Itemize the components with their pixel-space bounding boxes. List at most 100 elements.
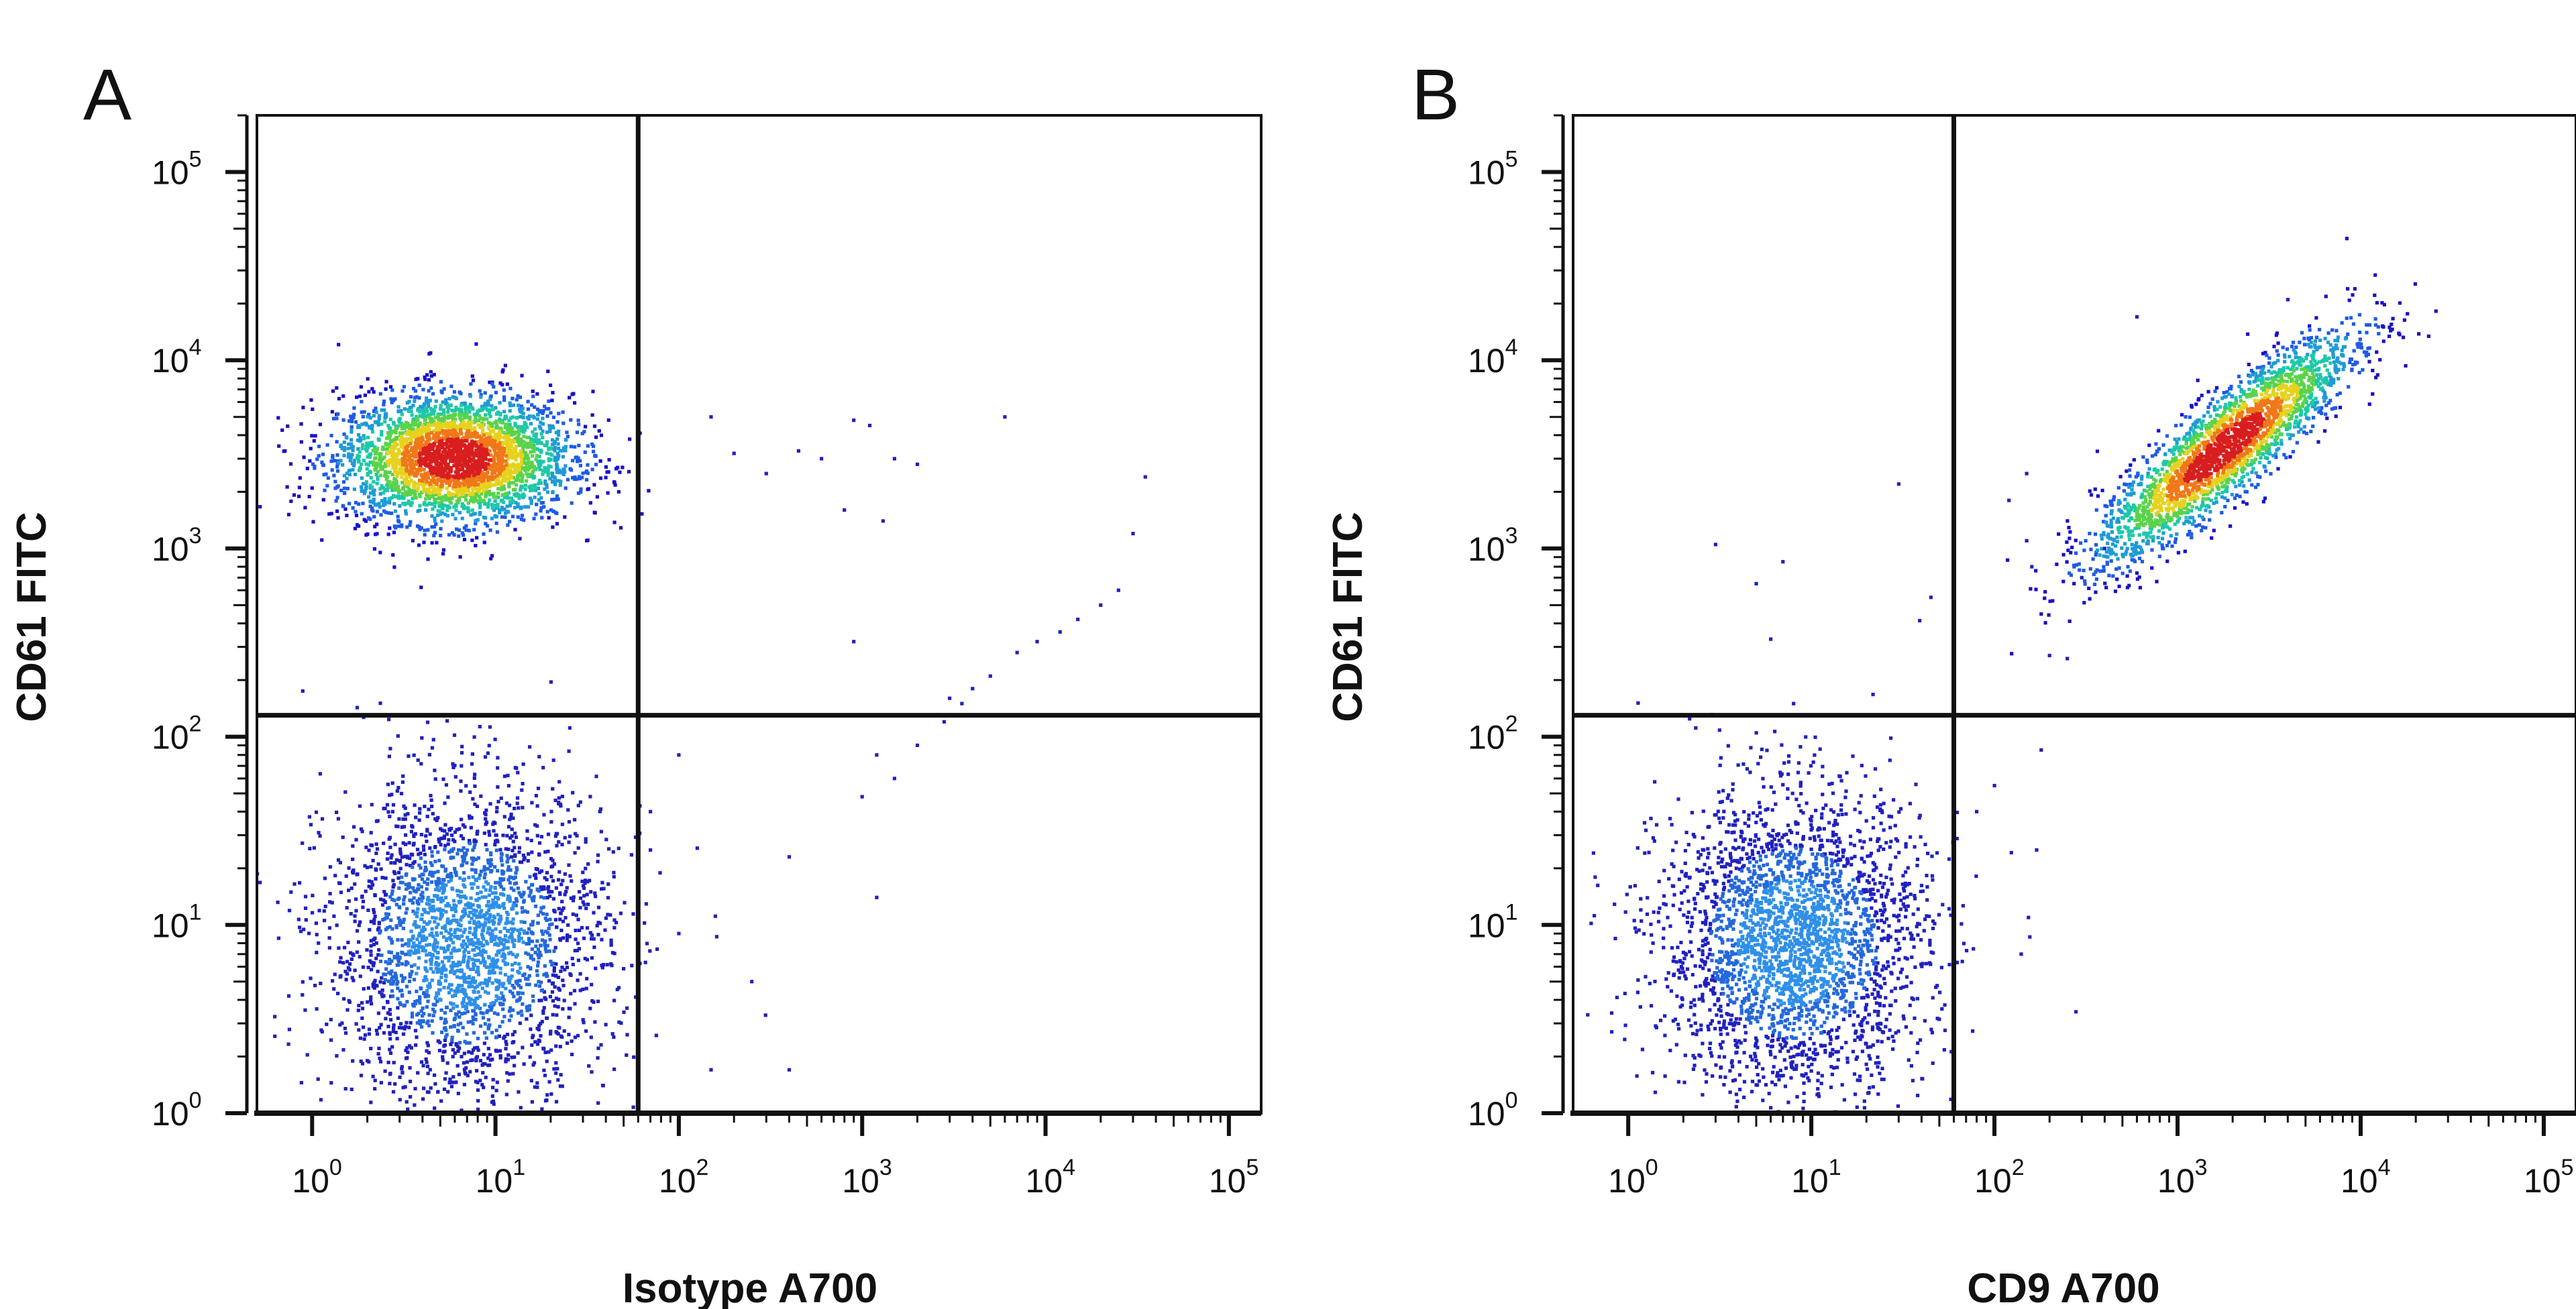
event-dot <box>500 852 504 856</box>
event-dot <box>323 905 327 909</box>
event-dot <box>352 406 356 410</box>
event-dot <box>450 453 454 457</box>
event-dot <box>542 1006 546 1010</box>
event-dot <box>544 407 549 411</box>
event-dot <box>337 343 341 347</box>
event-dot <box>648 949 652 953</box>
event-dot <box>494 453 498 457</box>
event-dot <box>547 1050 551 1054</box>
event-dot <box>609 938 613 942</box>
event-dot <box>530 801 534 805</box>
event-dot <box>563 893 567 897</box>
event-dot <box>485 474 489 478</box>
event-dot <box>403 813 407 817</box>
event-dot <box>418 508 422 512</box>
event-dot <box>474 1080 478 1084</box>
event-dot <box>557 429 561 433</box>
event-dot <box>396 937 400 942</box>
event-dot <box>415 469 419 473</box>
event-dot <box>384 893 388 897</box>
event-dot <box>546 832 551 836</box>
event-dot <box>414 420 418 424</box>
event-dot <box>382 890 386 894</box>
event-dot <box>405 887 409 891</box>
event-dot <box>370 803 374 807</box>
event-dot <box>419 526 423 530</box>
event-dot <box>540 1019 544 1024</box>
event-dot <box>421 443 425 447</box>
event-dot <box>355 456 359 460</box>
event-dot <box>386 1025 390 1029</box>
event-dot <box>425 887 429 891</box>
event-dot <box>389 937 393 942</box>
event-dot <box>441 506 445 510</box>
event-dot <box>453 763 457 768</box>
event-dot <box>367 848 371 852</box>
event-dot <box>547 979 551 983</box>
event-dot <box>468 435 472 439</box>
event-dot <box>545 510 549 514</box>
event-dot <box>471 441 475 445</box>
event-dot <box>510 855 514 859</box>
event-dot <box>419 404 423 408</box>
event-dot <box>519 451 523 455</box>
event-dot <box>494 1028 498 1033</box>
event-dot <box>297 486 301 490</box>
event-dot <box>480 404 484 408</box>
event-dot <box>357 1003 361 1008</box>
event-dot <box>354 897 358 901</box>
event-dot <box>400 962 404 966</box>
event-dot <box>540 929 544 933</box>
event-dot <box>343 970 347 974</box>
event-dot <box>464 853 468 857</box>
event-dot <box>584 477 589 481</box>
event-dot <box>476 409 480 413</box>
event-dot <box>583 450 587 454</box>
event-dot <box>513 846 517 850</box>
event-dot <box>455 527 459 531</box>
event-dot <box>525 982 529 986</box>
event-dot <box>412 889 417 893</box>
event-dot <box>555 420 559 424</box>
event-dot <box>443 494 447 498</box>
event-dot <box>342 997 346 1001</box>
event-dot <box>537 956 541 960</box>
event-dot <box>409 467 413 471</box>
event-dot <box>535 447 539 451</box>
event-dot <box>549 865 553 869</box>
event-dot <box>431 487 435 491</box>
event-dot <box>576 846 580 850</box>
event-dot <box>288 462 293 466</box>
event-dot <box>448 439 453 444</box>
event-dot <box>392 883 396 887</box>
event-dot <box>352 415 356 419</box>
event-dot <box>464 1066 468 1070</box>
event-dot <box>374 851 378 856</box>
event-dot <box>455 486 460 490</box>
event-dot <box>371 443 375 447</box>
event-dot <box>500 488 504 492</box>
event-dot <box>498 848 502 852</box>
event-dot <box>465 415 469 419</box>
event-dot <box>400 1065 404 1069</box>
event-dot <box>439 463 443 467</box>
event-dot <box>434 487 438 491</box>
event-dot <box>392 422 396 426</box>
event-dot <box>534 867 538 871</box>
event-dot <box>508 453 513 457</box>
event-dot <box>586 488 590 492</box>
event-dot <box>377 926 381 930</box>
event-dot <box>308 459 312 463</box>
event-dot <box>361 481 366 486</box>
event-dot <box>527 1008 531 1012</box>
event-dot <box>427 424 431 428</box>
event-dot <box>327 512 331 516</box>
event-dot <box>396 980 400 984</box>
event-dot <box>484 813 488 817</box>
event-dot <box>426 438 430 442</box>
event-dot <box>551 758 555 762</box>
event-dot <box>413 455 417 459</box>
event-dot <box>525 931 529 935</box>
event-dot <box>394 466 398 470</box>
